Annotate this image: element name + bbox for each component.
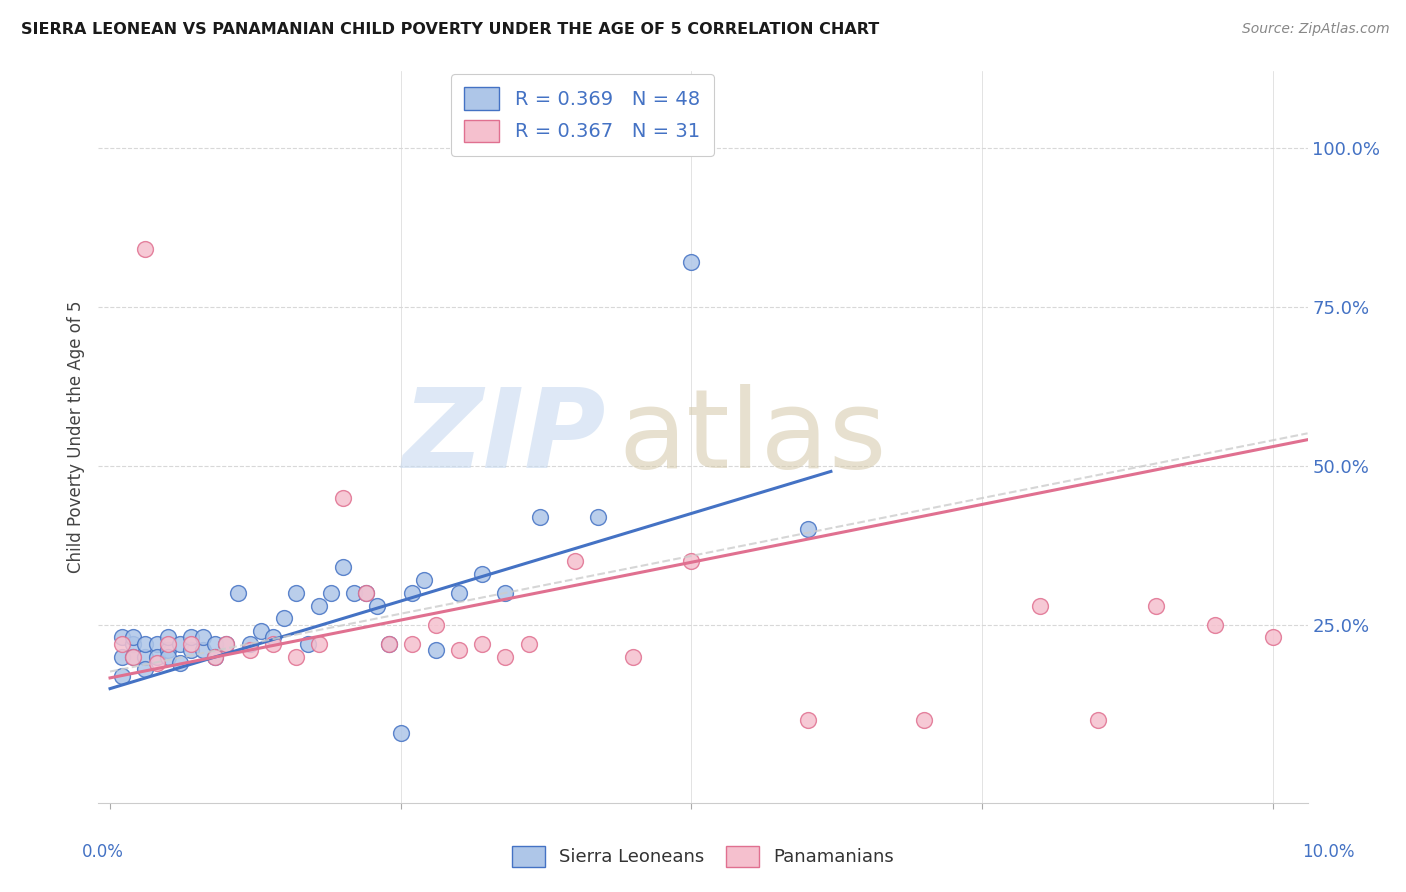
Point [169, 656, 191, 670]
Point [134, 243, 156, 257]
Point [425, 643, 447, 657]
Point [122, 649, 145, 664]
Point [471, 637, 494, 651]
Point [308, 637, 330, 651]
Point [191, 631, 214, 645]
Point [494, 649, 516, 664]
Point [378, 637, 401, 651]
Point [169, 637, 191, 651]
Point [447, 643, 470, 657]
Point [1204, 617, 1226, 632]
Point [517, 637, 540, 651]
Point [308, 599, 330, 613]
Point [319, 586, 342, 600]
Point [134, 662, 156, 676]
Point [285, 586, 308, 600]
Point [273, 611, 295, 625]
Point [529, 509, 551, 524]
Text: 0.0%: 0.0% [82, 843, 124, 861]
Point [204, 649, 226, 664]
Point [447, 586, 470, 600]
Point [157, 637, 180, 651]
Point [471, 566, 494, 581]
Point [134, 649, 156, 664]
Point [122, 649, 145, 664]
Y-axis label: Child Poverty Under the Age of 5: Child Poverty Under the Age of 5 [66, 301, 84, 574]
Legend: R = 0.369   N = 48, R = 0.367   N = 31: R = 0.369 N = 48, R = 0.367 N = 31 [451, 74, 713, 155]
Point [262, 631, 284, 645]
Text: SIERRA LEONEAN VS PANAMANIAN CHILD POVERTY UNDER THE AGE OF 5 CORRELATION CHART: SIERRA LEONEAN VS PANAMANIAN CHILD POVER… [21, 22, 879, 37]
Point [111, 649, 134, 664]
Point [588, 509, 610, 524]
Point [180, 643, 202, 657]
Point [157, 643, 180, 657]
Point [1029, 599, 1052, 613]
Point [239, 643, 262, 657]
Legend: Sierra Leoneans, Panamanians: Sierra Leoneans, Panamanians [505, 838, 901, 874]
Point [494, 586, 516, 600]
Point [239, 637, 262, 651]
Point [215, 637, 238, 651]
Point [262, 637, 284, 651]
Point [621, 649, 644, 664]
Point [401, 637, 423, 651]
Point [215, 637, 238, 651]
Point [250, 624, 273, 638]
Point [378, 637, 401, 651]
Point [354, 586, 377, 600]
Point [425, 617, 447, 632]
Point [681, 255, 703, 269]
Text: Source: ZipAtlas.com: Source: ZipAtlas.com [1241, 22, 1389, 37]
Text: ZIP: ZIP [402, 384, 606, 491]
Point [332, 491, 354, 505]
Point [111, 668, 134, 682]
Point [297, 637, 319, 651]
Point [134, 637, 156, 651]
Text: 10.0%: 10.0% [1302, 843, 1355, 861]
Point [285, 649, 308, 664]
Point [145, 649, 167, 664]
Point [180, 637, 202, 651]
Point [122, 637, 145, 651]
Point [354, 586, 377, 600]
Point [111, 631, 134, 645]
Point [343, 586, 366, 600]
Point [145, 637, 167, 651]
Point [191, 643, 214, 657]
Point [111, 637, 134, 651]
Point [796, 522, 818, 536]
Point [122, 631, 145, 645]
Point [564, 554, 586, 568]
Text: atlas: atlas [619, 384, 887, 491]
Point [401, 586, 423, 600]
Point [389, 726, 412, 740]
Point [204, 649, 226, 664]
Point [332, 560, 354, 574]
Point [180, 631, 202, 645]
Point [157, 631, 180, 645]
Point [1087, 713, 1109, 727]
Point [681, 554, 703, 568]
Point [1261, 631, 1284, 645]
Point [145, 656, 167, 670]
Point [157, 649, 180, 664]
Point [796, 713, 818, 727]
Point [204, 637, 226, 651]
Point [413, 573, 436, 587]
Point [912, 713, 935, 727]
Point [366, 599, 388, 613]
Point [1144, 599, 1167, 613]
Point [226, 586, 249, 600]
